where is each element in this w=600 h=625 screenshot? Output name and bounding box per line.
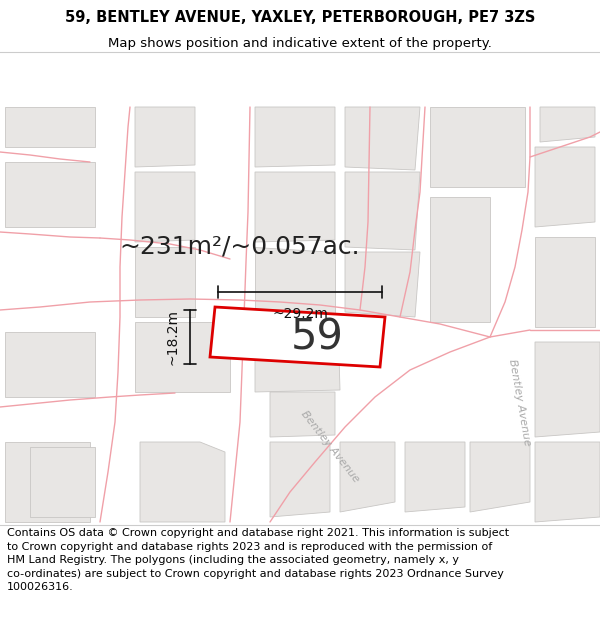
Polygon shape	[430, 197, 490, 322]
Polygon shape	[345, 252, 420, 317]
Polygon shape	[135, 172, 195, 242]
Polygon shape	[270, 392, 335, 437]
Text: ~29.2m: ~29.2m	[272, 307, 328, 321]
Polygon shape	[135, 107, 195, 167]
Text: Bentley Avenue: Bentley Avenue	[508, 357, 533, 446]
Polygon shape	[255, 172, 335, 242]
Polygon shape	[405, 442, 465, 512]
Text: Map shows position and indicative extent of the property.: Map shows position and indicative extent…	[108, 38, 492, 51]
Polygon shape	[135, 322, 230, 392]
Text: Bentley Avenue: Bentley Avenue	[299, 409, 361, 485]
Polygon shape	[5, 332, 95, 397]
Text: 59, BENTLEY AVENUE, YAXLEY, PETERBOROUGH, PE7 3ZS: 59, BENTLEY AVENUE, YAXLEY, PETERBOROUGH…	[65, 11, 535, 26]
Polygon shape	[255, 107, 335, 167]
Text: Contains OS data © Crown copyright and database right 2021. This information is : Contains OS data © Crown copyright and d…	[7, 528, 509, 592]
Polygon shape	[140, 442, 225, 522]
Polygon shape	[535, 237, 595, 327]
Polygon shape	[255, 247, 335, 317]
Polygon shape	[470, 442, 530, 512]
Polygon shape	[430, 107, 525, 187]
Polygon shape	[535, 442, 600, 522]
Polygon shape	[5, 107, 95, 147]
Polygon shape	[210, 307, 385, 367]
Polygon shape	[135, 247, 195, 317]
Polygon shape	[535, 147, 595, 227]
Polygon shape	[5, 162, 95, 227]
Polygon shape	[30, 447, 95, 517]
Polygon shape	[255, 322, 340, 392]
Polygon shape	[540, 107, 595, 142]
Text: ~18.2m: ~18.2m	[166, 309, 180, 365]
Polygon shape	[535, 342, 600, 437]
Polygon shape	[340, 442, 395, 512]
Polygon shape	[270, 442, 330, 517]
Polygon shape	[345, 107, 420, 170]
Text: ~231m²/~0.057ac.: ~231m²/~0.057ac.	[119, 235, 361, 259]
Text: 59: 59	[291, 316, 344, 358]
Polygon shape	[345, 172, 420, 250]
Polygon shape	[5, 442, 90, 522]
